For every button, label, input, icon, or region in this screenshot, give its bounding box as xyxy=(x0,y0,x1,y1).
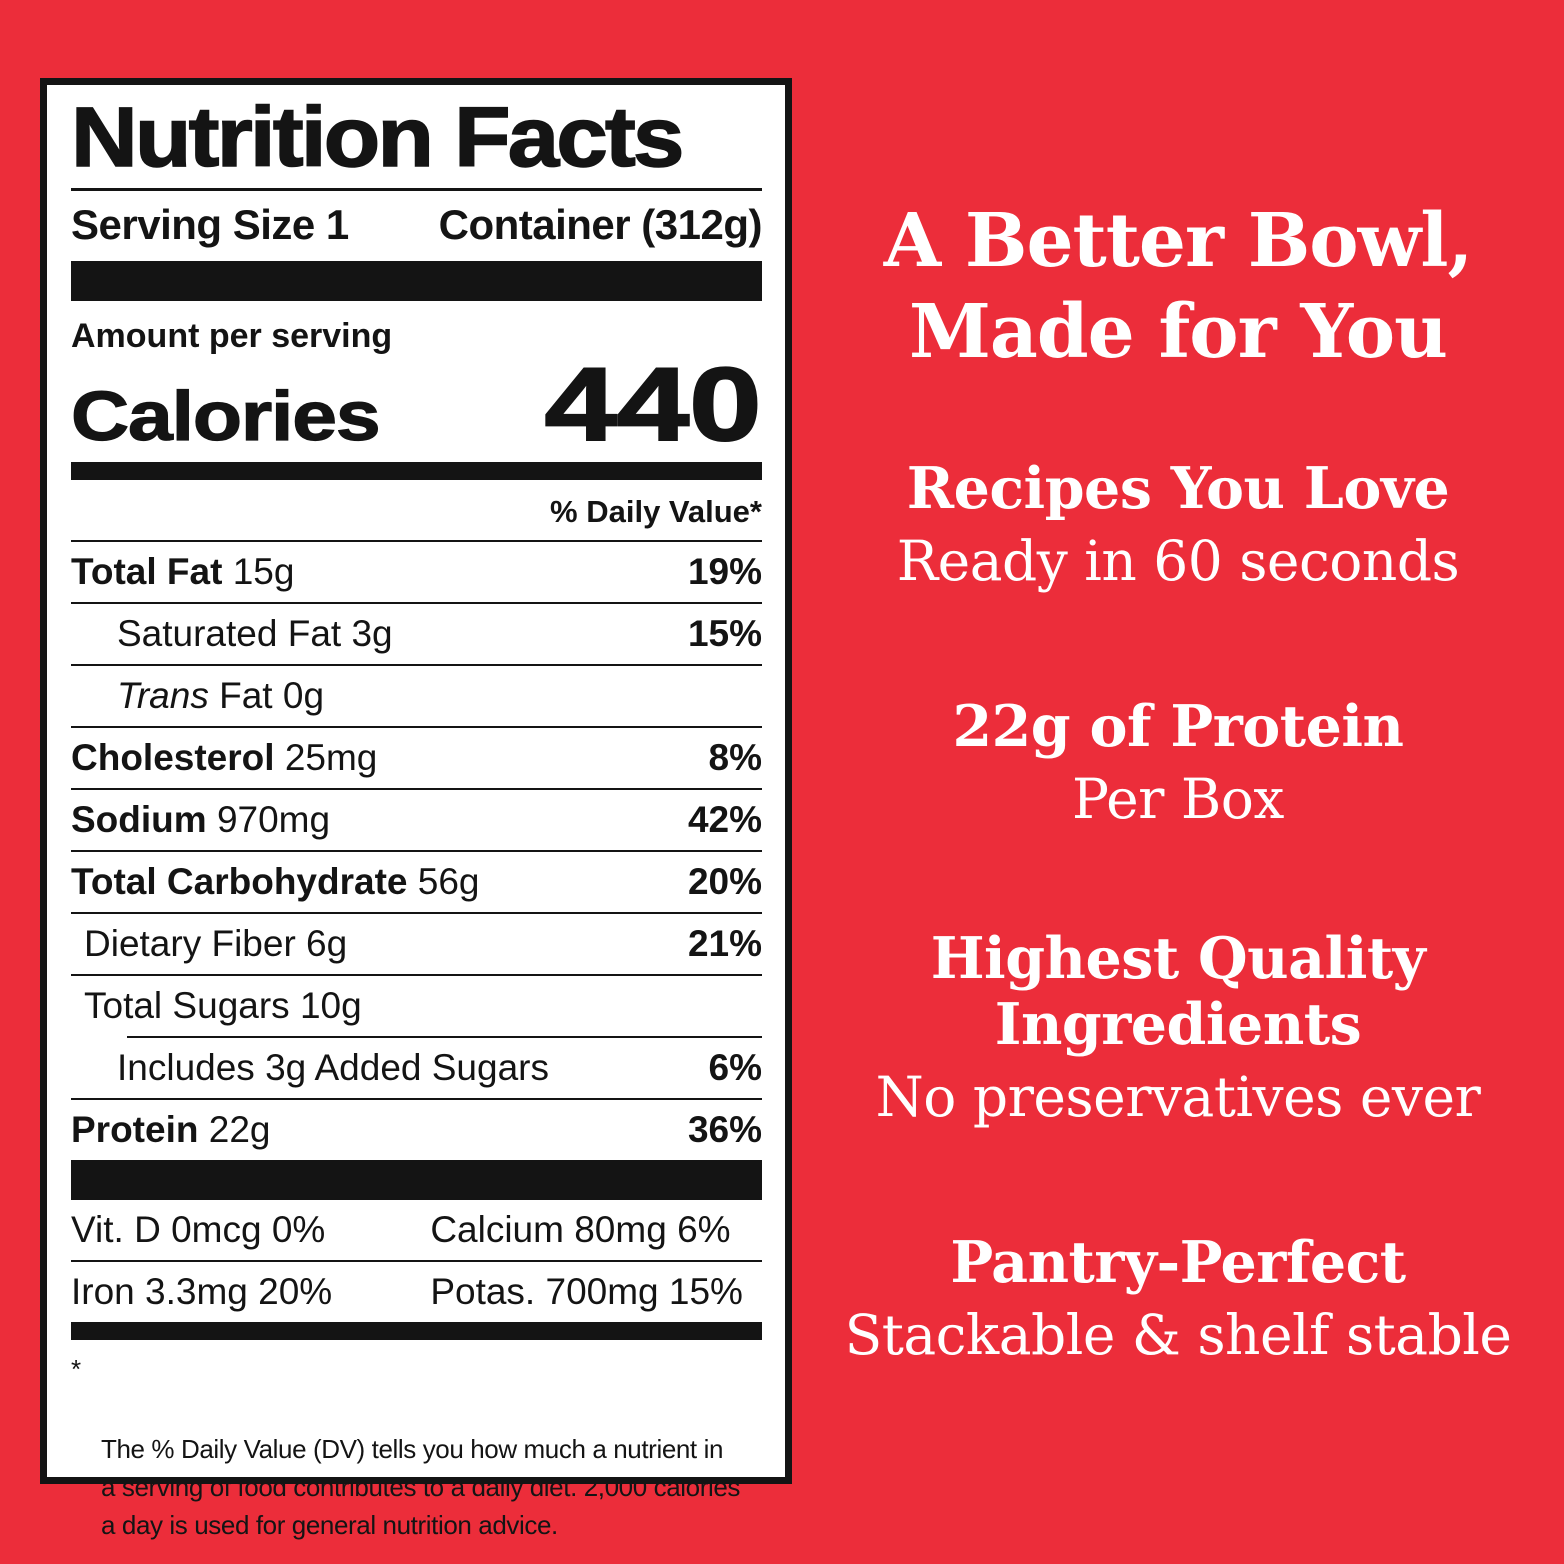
feature-subtitle: No preservatives ever xyxy=(875,1065,1481,1130)
marketing-column: A Better Bowl, Made for You Recipes You … xyxy=(792,0,1564,1564)
nutrient-name: Total Sugars 10g xyxy=(84,984,362,1026)
row-separator xyxy=(71,973,762,976)
row-separator xyxy=(127,1035,762,1038)
micronutrient-right: Calcium 80mg 6% xyxy=(430,1208,731,1250)
headline-line-1: A Better Bowl, xyxy=(883,198,1473,284)
daily-value-percent: 21% xyxy=(687,922,762,964)
serving-size-value: Container (312g) xyxy=(438,201,763,248)
nutrient-name: Sodium 970mg xyxy=(71,798,331,840)
nutrient-name-bold: Sodium xyxy=(71,798,207,840)
feature-block: 22g of Protein Per Box xyxy=(792,693,1564,832)
nutrient-row: Protein 22g 36% xyxy=(71,1100,762,1160)
feature-subtitle: Stackable & shelf stable xyxy=(844,1303,1512,1368)
row-separator xyxy=(71,849,762,852)
daily-value-percent: 19% xyxy=(687,550,762,592)
calories-label: Calories xyxy=(70,377,381,455)
nutrient-name: Protein 22g xyxy=(71,1108,271,1150)
feature-title: 22g of Protein xyxy=(952,693,1404,760)
nutrition-facts-panel: Nutrition Facts Serving Size 1 Container… xyxy=(40,78,792,1540)
feature-subtitle: Per Box xyxy=(1072,767,1284,832)
row-separator xyxy=(71,663,762,666)
micronutrient-left: Vit. D 0mcg 0% xyxy=(71,1208,326,1250)
row-separator xyxy=(71,911,762,914)
nutrient-row: Trans Fat 0g xyxy=(71,666,762,726)
feature-title: Highest Quality Ingredients xyxy=(930,925,1426,1059)
nutrient-name-bold: Cholesterol xyxy=(71,736,275,778)
row-separator xyxy=(71,725,762,728)
daily-value-percent: 6% xyxy=(708,1046,762,1088)
nutrient-name-bold: Protein xyxy=(71,1108,199,1150)
row-separator xyxy=(71,1097,762,1100)
nutrient-row: Saturated Fat 3g 15% xyxy=(71,604,762,664)
daily-value-footnote: * The % Daily Value (DV) tells you how m… xyxy=(71,1354,762,1544)
daily-value-header: % Daily Value* xyxy=(71,480,762,542)
nutrient-row: Includes 3g Added Sugars 6% xyxy=(71,1038,762,1098)
row-separator xyxy=(71,601,762,604)
calories-value: 440 xyxy=(544,347,763,463)
daily-value-percent: 20% xyxy=(687,860,762,902)
marketing-headline: A Better Bowl, Made for You xyxy=(792,196,1564,378)
thick-separator-bar xyxy=(71,1159,762,1200)
medium-separator-bar xyxy=(71,461,762,480)
nutrient-name: Total Fat 15g xyxy=(71,550,295,592)
serving-size-row: Serving Size 1 Container (312g) xyxy=(71,201,763,249)
micronutrient-row: Vit. D 0mcg 0% Calcium 80mg 6% xyxy=(71,1200,762,1260)
nutrient-name: Saturated Fat 3g xyxy=(117,612,393,654)
nutrient-row: Total Sugars 10g xyxy=(71,976,762,1036)
nutrient-name: Total Carbohydrate 56g xyxy=(71,860,480,902)
nutrient-name: Includes 3g Added Sugars xyxy=(117,1046,549,1088)
feature-block: Pantry-Perfect Stackable & shelf stable xyxy=(792,1229,1564,1368)
title-rule xyxy=(71,188,762,191)
serving-size-label: Serving Size 1 xyxy=(71,201,349,248)
nutrient-row: Cholesterol 25mg 8% xyxy=(71,728,762,788)
nutrient-name-italic: Trans xyxy=(117,674,209,716)
nutrient-name: Trans Fat 0g xyxy=(117,674,325,716)
nutrient-row: Dietary Fiber 6g 21% xyxy=(71,914,762,974)
nutrient-name-bold: Total Carbohydrate xyxy=(71,860,408,902)
calories-row: Calories 440 xyxy=(70,347,763,463)
medium-separator-bar xyxy=(71,1321,762,1340)
nutrition-facts-title: Nutrition Facts xyxy=(70,90,685,184)
feature-block: Recipes You Love Ready in 60 seconds xyxy=(792,455,1564,594)
daily-value-percent: 42% xyxy=(687,798,762,840)
feature-title: Recipes You Love xyxy=(906,455,1450,522)
nutrient-name-bold: Total Fat xyxy=(71,550,223,592)
feature-subtitle: Ready in 60 seconds xyxy=(896,529,1460,594)
nutrient-rows: Total Fat 15g 19% Saturated Fat 3g 15% Trans… xyxy=(71,542,762,1160)
row-separator xyxy=(71,787,762,790)
daily-value-percent: 15% xyxy=(687,612,762,654)
footnote-text: The % Daily Value (DV) tells you how muc… xyxy=(101,1433,740,1540)
micronutrient-row: Iron 3.3mg 20% Potas. 700mg 15% xyxy=(71,1262,762,1322)
feature-block: Highest Quality Ingredients No preservati… xyxy=(792,925,1564,1130)
nutrient-name: Dietary Fiber 6g xyxy=(84,922,348,964)
headline-line-2: Made for You xyxy=(909,289,1448,376)
row-separator xyxy=(71,1259,762,1262)
daily-value-percent: 8% xyxy=(708,736,762,778)
nutrient-row: Total Fat 15g 19% xyxy=(71,542,762,602)
nutrient-row: Total Carbohydrate 56g 20% xyxy=(71,852,762,912)
micronutrient-rows: Vit. D 0mcg 0% Calcium 80mg 6% Iron 3.3mg … xyxy=(71,1200,762,1322)
nutrient-name: Cholesterol 25mg xyxy=(71,736,378,778)
daily-value-percent: 36% xyxy=(687,1108,762,1150)
nutrient-row: Sodium 970mg 42% xyxy=(71,790,762,850)
amount-per-serving-label: Amount per serving xyxy=(71,317,393,355)
footnote-asterisk: * xyxy=(71,1353,81,1384)
feature-title: Pantry-Perfect xyxy=(950,1229,1406,1296)
micronutrient-left: Iron 3.3mg 20% xyxy=(71,1270,333,1312)
thick-separator-bar xyxy=(71,261,762,301)
micronutrient-right: Potas. 700mg 15% xyxy=(430,1270,743,1312)
